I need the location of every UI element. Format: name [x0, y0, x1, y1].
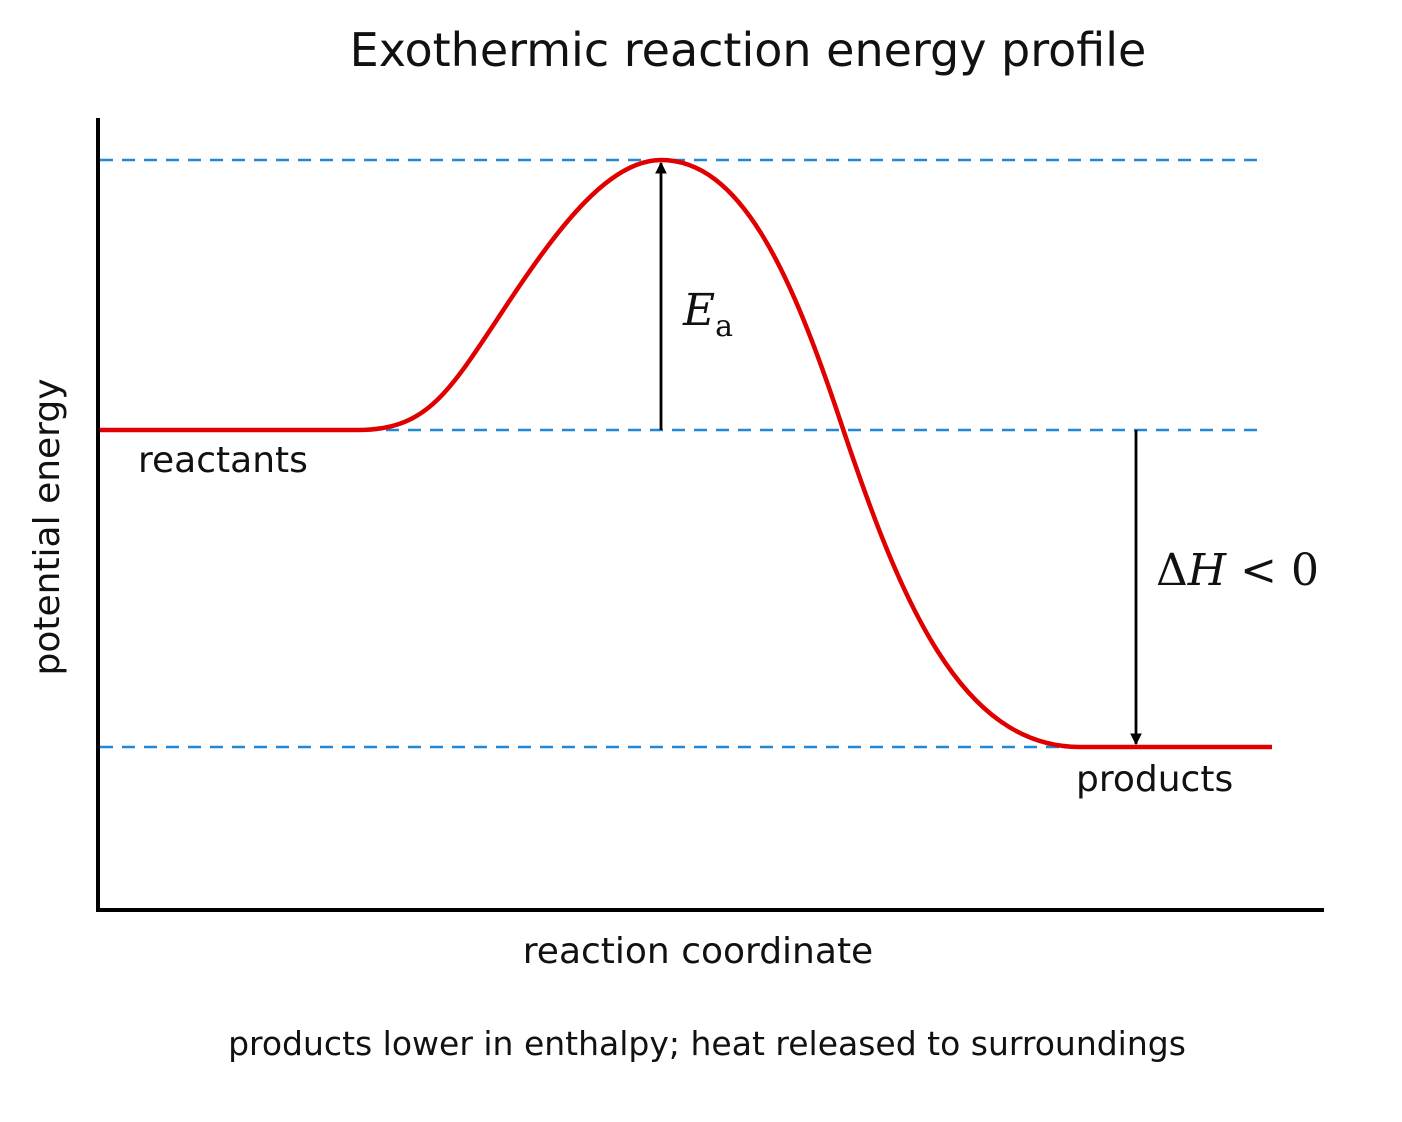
enthalpy-symbol: H	[1187, 545, 1228, 596]
y-axis-label: potential energy	[27, 378, 68, 675]
energy-curve	[100, 157, 1272, 750]
diagram-title: Exothermic reaction energy profile	[350, 23, 1147, 77]
diagram-caption: products lower in enthalpy; heat release…	[228, 1024, 1186, 1063]
enthalpy-relation: < 0	[1226, 545, 1319, 596]
x-axis-label: reaction coordinate	[523, 931, 873, 972]
enthalpy-change-label: ΔH < 0	[1156, 545, 1319, 596]
products-label: products	[1076, 759, 1233, 800]
reactants-label: reactants	[138, 440, 308, 481]
activation-energy-symbol: E	[682, 285, 715, 336]
activation-energy-subscript: a	[715, 309, 733, 344]
delta-symbol: Δ	[1156, 545, 1188, 596]
activation-energy-label: Ea	[682, 285, 733, 344]
